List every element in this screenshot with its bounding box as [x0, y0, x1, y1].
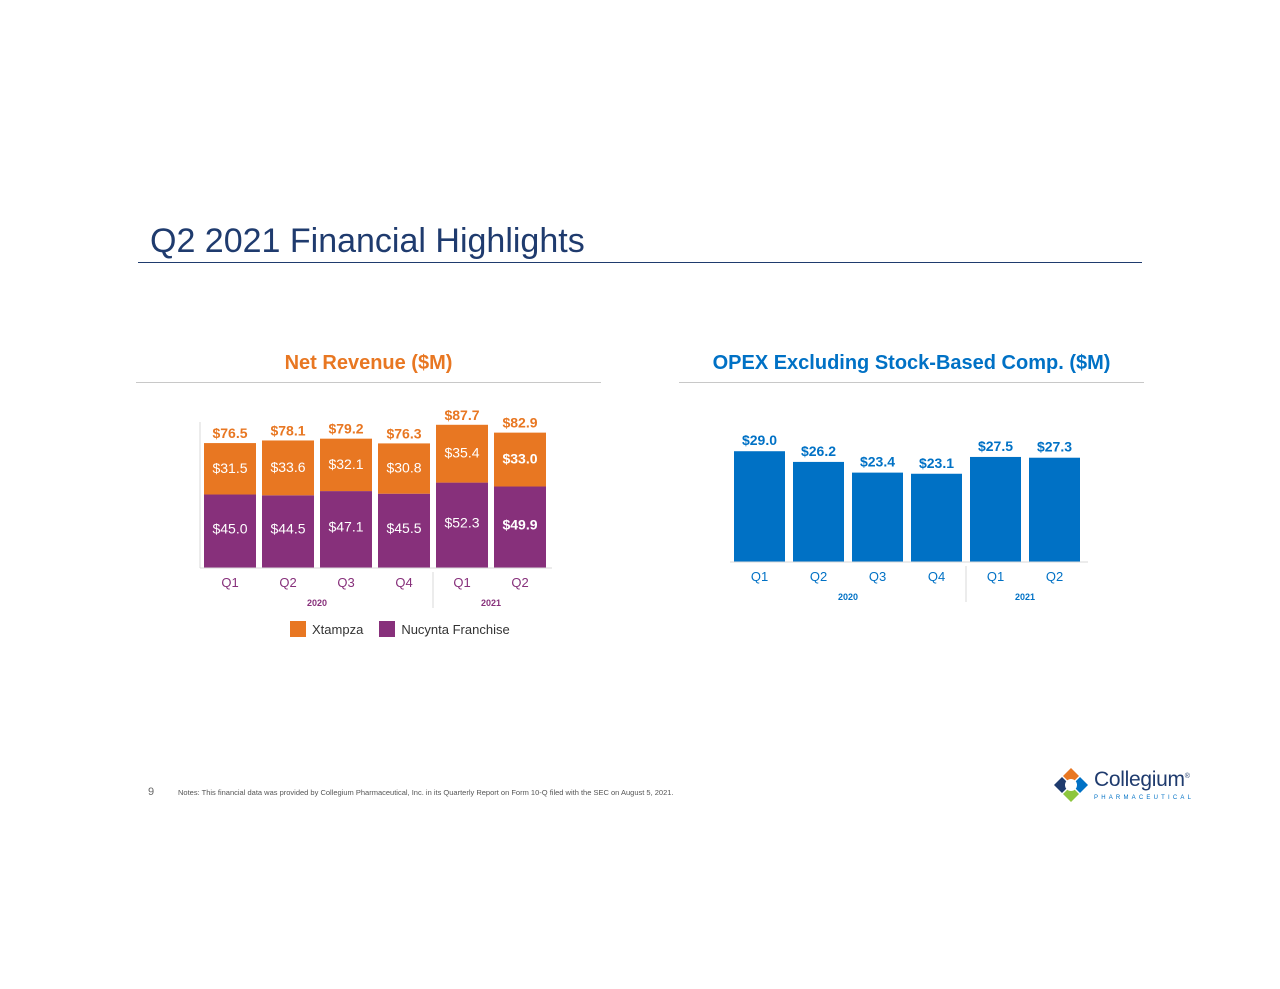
collegium-logo-icon — [1054, 768, 1088, 802]
legend-swatch-nucynta — [379, 621, 396, 637]
revenue-tick-label: Q4 — [395, 575, 412, 590]
revenue-tick-label: Q1 — [453, 575, 470, 590]
page-title: Q2 2021 Financial Highlights — [150, 222, 585, 260]
opex-tick-label: Q1 — [751, 569, 768, 584]
revenue-title-rule — [136, 382, 601, 383]
revenue-label-xtampza: $33.6 — [270, 459, 305, 475]
revenue-bar-xtampza — [320, 438, 372, 492]
opex-bar — [970, 456, 1021, 562]
revenue-total-label: $76.5 — [212, 425, 247, 441]
revenue-group-label: 2020 — [307, 598, 327, 608]
revenue-chart-title: Net Revenue ($M) — [284, 352, 453, 374]
revenue-tick-label: Q2 — [279, 575, 296, 590]
revenue-bar-nucynta — [494, 486, 546, 568]
revenue-bar-xtampza — [494, 432, 546, 487]
revenue-tick-label: Q2 — [511, 575, 528, 590]
revenue-label-xtampza: $35.4 — [444, 445, 479, 461]
revenue-tick-label: Q1 — [221, 575, 238, 590]
revenue-bar-xtampza — [204, 443, 256, 495]
revenue-label-xtampza: $30.8 — [386, 460, 421, 476]
opex-tick-label: Q1 — [987, 569, 1004, 584]
revenue-label-nucynta: $44.5 — [270, 521, 305, 537]
revenue-bar-nucynta — [436, 482, 488, 568]
opex-value-label: $26.2 — [801, 443, 836, 459]
legend-item-nucynta: Nucynta Franchise — [379, 621, 510, 637]
logo-name: Collegium® — [1094, 766, 1194, 791]
opex-value-label: $29.0 — [742, 432, 777, 448]
revenue-label-nucynta: $52.3 — [444, 514, 479, 530]
revenue-total-label: $82.9 — [502, 415, 537, 431]
revenue-tick-label: Q3 — [337, 575, 354, 590]
revenue-total-label: $87.7 — [444, 407, 479, 423]
opex-group-label: 2021 — [1015, 592, 1035, 602]
logo-trademark: ® — [1184, 773, 1190, 780]
opex-title-rule — [679, 382, 1144, 383]
revenue-bar-xtampza — [436, 424, 488, 483]
legend-label-xtampza: Xtampza — [312, 621, 364, 637]
opex-chart-title: OPEX Excluding Stock-Based Comp. ($M) — [712, 352, 1111, 374]
revenue-group-label: 2021 — [481, 598, 501, 608]
revenue-bar-xtampza — [378, 443, 430, 494]
opex-tick-label: Q2 — [810, 569, 827, 584]
revenue-total-label: $78.1 — [270, 422, 305, 438]
opex-bar — [1029, 457, 1080, 562]
revenue-label-xtampza: $33.0 — [502, 451, 537, 467]
revenue-bar-nucynta — [204, 494, 256, 568]
opex-bar — [911, 473, 962, 562]
opex-tick-label: Q4 — [928, 569, 945, 584]
revenue-label-xtampza: $32.1 — [328, 456, 363, 472]
revenue-legend: Xtampza Nucynta Franchise — [290, 621, 526, 637]
page-number: 9 — [148, 786, 155, 798]
opex-value-label: $27.5 — [978, 438, 1013, 454]
opex-bar — [793, 461, 844, 562]
revenue-label-nucynta: $47.1 — [328, 519, 363, 535]
revenue-label-nucynta: $45.5 — [386, 520, 421, 536]
revenue-total-label: $79.2 — [328, 421, 363, 437]
opex-value-label: $27.3 — [1037, 439, 1072, 455]
revenue-label-xtampza: $31.5 — [212, 460, 247, 476]
opex-value-label: $23.1 — [919, 455, 954, 471]
revenue-bar-nucynta — [378, 493, 430, 568]
logo-name-text: Collegium — [1094, 768, 1185, 791]
opex-bar — [734, 451, 785, 562]
revenue-bar-xtampza — [262, 440, 314, 496]
collegium-logo: Collegium® PHARMACEUTICAL — [1052, 766, 1194, 804]
revenue-label-nucynta: $49.9 — [502, 516, 537, 532]
opex-bar — [852, 472, 903, 562]
legend-swatch-xtampza — [290, 621, 306, 637]
legend-label-nucynta: Nucynta Franchise — [401, 621, 510, 637]
revenue-bar-nucynta — [320, 491, 372, 568]
opex-tick-label: Q2 — [1046, 569, 1063, 584]
footnote: Notes: This financial data was provided … — [178, 788, 674, 797]
opex-tick-label: Q3 — [869, 569, 886, 584]
opex-value-label: $23.4 — [860, 454, 895, 470]
revenue-bar-nucynta — [262, 495, 314, 568]
title-rule — [138, 262, 1142, 263]
revenue-label-nucynta: $45.0 — [212, 520, 247, 536]
legend-item-xtampza: Xtampza — [290, 621, 363, 637]
logo-subtitle: PHARMACEUTICAL — [1094, 795, 1195, 801]
opex-group-label: 2020 — [838, 592, 858, 602]
revenue-total-label: $76.3 — [386, 425, 421, 441]
